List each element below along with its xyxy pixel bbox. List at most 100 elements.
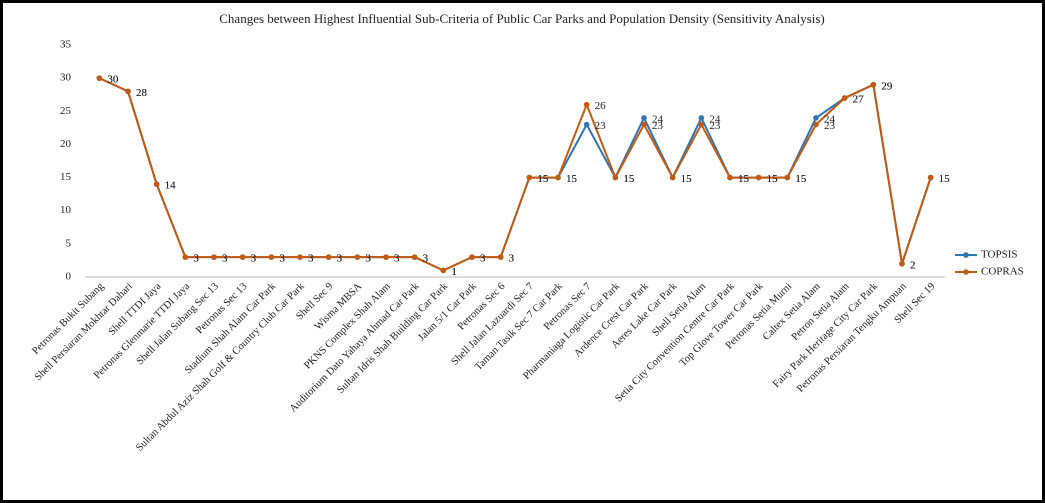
point <box>698 115 705 121</box>
data-label: 23 <box>595 120 607 132</box>
legend-label: COPRAS <box>981 266 1024 278</box>
data-label: 3 <box>509 253 515 265</box>
data-label: 15 <box>738 173 750 185</box>
data-label: 3 <box>337 253 343 265</box>
point <box>727 174 733 181</box>
data-label: 15 <box>566 173 578 185</box>
data-label: 26 <box>595 100 607 112</box>
data-label: 15 <box>681 173 693 185</box>
data-label: 27 <box>853 94 865 106</box>
y-tick-label: 25 <box>60 105 72 117</box>
data-label: 30 <box>107 74 119 86</box>
point <box>641 121 647 128</box>
y-tick-label: 20 <box>60 138 72 150</box>
data-label: 3 <box>251 253 257 265</box>
data-label: 14 <box>165 180 177 192</box>
point <box>755 174 762 181</box>
data-label: 3 <box>279 253 285 265</box>
point <box>153 181 160 187</box>
data-label: 2 <box>910 259 916 271</box>
data-label: 1 <box>451 266 457 278</box>
data-label: 15 <box>537 173 549 185</box>
data-label: 3 <box>423 253 429 265</box>
data-label: 1 <box>451 266 457 278</box>
point <box>125 88 131 95</box>
point <box>383 254 389 260</box>
data-label: 15 <box>767 173 779 185</box>
y-tick-label: 15 <box>60 171 72 183</box>
point <box>239 254 246 260</box>
data-label: 23 <box>652 120 664 132</box>
point <box>784 174 791 181</box>
point <box>583 121 590 128</box>
data-label: 3 <box>365 253 371 265</box>
data-label: 3 <box>193 253 199 265</box>
data-label: 3 <box>480 253 486 265</box>
point <box>96 75 103 81</box>
point <box>669 174 676 181</box>
data-label: 24 <box>824 113 836 125</box>
point <box>813 115 819 121</box>
point <box>268 254 275 260</box>
data-label: 29 <box>881 80 893 92</box>
data-label: 3 <box>394 253 400 265</box>
point <box>354 254 361 260</box>
point <box>469 254 475 260</box>
point <box>211 254 217 260</box>
data-label: 3 <box>480 253 486 265</box>
data-label: 23 <box>824 120 836 132</box>
point <box>641 115 647 121</box>
data-label: 15 <box>681 173 693 185</box>
data-label: 3 <box>423 253 429 265</box>
point <box>297 254 303 260</box>
data-label: 3 <box>251 253 257 265</box>
point <box>927 174 934 181</box>
data-label: 15 <box>939 173 951 185</box>
point <box>555 174 561 181</box>
data-label: 15 <box>795 173 807 185</box>
data-label: 14 <box>165 180 177 192</box>
data-label: 15 <box>795 173 807 185</box>
data-label: 15 <box>767 173 779 185</box>
y-tick-label: 5 <box>66 237 72 249</box>
data-label: 3 <box>365 253 371 265</box>
point <box>526 174 533 181</box>
point <box>612 174 619 181</box>
data-label: 3 <box>193 253 199 265</box>
data-label: 3 <box>279 253 285 265</box>
data-label: 15 <box>537 173 549 185</box>
y-tick-label: 10 <box>60 204 72 216</box>
point <box>583 101 590 108</box>
data-label: 2 <box>910 259 916 271</box>
data-label: 3 <box>222 253 228 265</box>
data-label: 15 <box>623 173 635 185</box>
legend-label: TOPSIS <box>981 249 1017 261</box>
data-label: 28 <box>136 87 148 99</box>
data-label: 24 <box>709 113 721 125</box>
y-tick-label: 35 <box>60 39 72 51</box>
data-label: 27 <box>853 94 865 106</box>
data-label: 3 <box>222 253 228 265</box>
y-tick-label: 0 <box>66 271 72 283</box>
legend-marker <box>963 269 969 275</box>
data-label: 15 <box>939 173 951 185</box>
data-label: 23 <box>709 120 721 132</box>
point <box>698 121 705 128</box>
y-tick-label: 30 <box>60 72 72 84</box>
point <box>813 121 819 128</box>
point <box>182 254 189 260</box>
data-label: 29 <box>881 80 893 92</box>
point <box>870 81 877 88</box>
point <box>440 267 447 274</box>
data-label: 30 <box>107 74 119 86</box>
data-label: 3 <box>509 253 515 265</box>
data-label: 15 <box>623 173 635 185</box>
point <box>497 254 504 260</box>
legend-marker <box>963 252 969 258</box>
data-label: 28 <box>136 87 148 99</box>
data-label: 3 <box>394 253 400 265</box>
point <box>899 260 905 267</box>
data-label: 15 <box>566 173 578 185</box>
